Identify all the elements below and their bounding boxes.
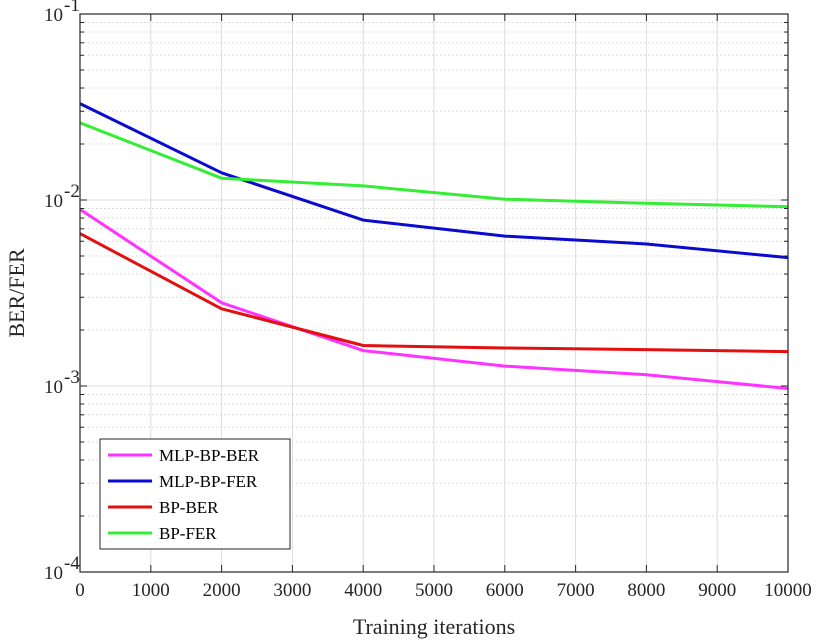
x-tick-label: 6000 bbox=[486, 580, 524, 601]
series-line-mlp-bp-fer bbox=[79, 102, 789, 260]
x-axis-label: Training iterations bbox=[353, 614, 515, 639]
y-tick-label-exponent: -3 bbox=[64, 367, 80, 388]
series-lines bbox=[79, 102, 789, 390]
legend-label: BP-BER bbox=[159, 498, 219, 517]
y-tick-label: 10 -3 bbox=[44, 367, 80, 398]
y-tick-label-exponent: -1 bbox=[64, 0, 80, 16]
legend-label: MLP-BP-FER bbox=[159, 472, 258, 491]
y-tick-label-base: 10 bbox=[44, 191, 63, 212]
legend-item: BP-FER bbox=[108, 524, 217, 543]
y-axis-label: BER/FER bbox=[4, 248, 29, 338]
y-tick-label-base: 10 bbox=[44, 5, 63, 26]
legend-item: MLP-BP-BER bbox=[108, 446, 260, 465]
x-tick-label: 7000 bbox=[557, 580, 595, 601]
y-tick-label-base: 10 bbox=[44, 377, 63, 398]
legend-label: BP-FER bbox=[159, 524, 217, 543]
legend-label: MLP-BP-BER bbox=[159, 446, 260, 465]
y-tick-label-base: 10 bbox=[44, 563, 63, 584]
y-tick-label-exponent: -4 bbox=[64, 553, 80, 574]
x-tick-label: 8000 bbox=[627, 580, 665, 601]
legend-box bbox=[99, 438, 291, 550]
x-tick-label: 9000 bbox=[698, 580, 736, 601]
y-tick-label: 10 -2 bbox=[44, 181, 80, 212]
x-tick-label: 4000 bbox=[344, 580, 382, 601]
y-tick-label: 10 -4 bbox=[44, 553, 80, 584]
x-tick-label: 3000 bbox=[273, 580, 311, 601]
legend-item: MLP-BP-FER bbox=[108, 472, 258, 491]
x-tick-label: 5000 bbox=[415, 580, 453, 601]
x-tick-label: 0 bbox=[75, 580, 85, 601]
series-line-mlp-bp-ber bbox=[79, 208, 789, 390]
series-line-bp-ber bbox=[79, 232, 789, 354]
x-tick-label: 2000 bbox=[203, 580, 241, 601]
tick-labels: 0 1000 2000 3000 4000 5000 6000 7000 8000 9000 100… bbox=[44, 0, 812, 601]
legend-item: BP-BER bbox=[108, 498, 219, 517]
series-line-bp-fer bbox=[79, 121, 789, 209]
x-tick-label: 1000 bbox=[132, 580, 170, 601]
legend: MLP-BP-BER MLP-BP-FER BP-BER BP-FER bbox=[99, 438, 291, 550]
grid bbox=[80, 14, 788, 572]
y-tick-label-exponent: -2 bbox=[64, 181, 80, 202]
y-tick-label: 10 -1 bbox=[44, 0, 80, 26]
ticks bbox=[79, 13, 789, 573]
x-tick-label: 10000 bbox=[764, 580, 812, 601]
